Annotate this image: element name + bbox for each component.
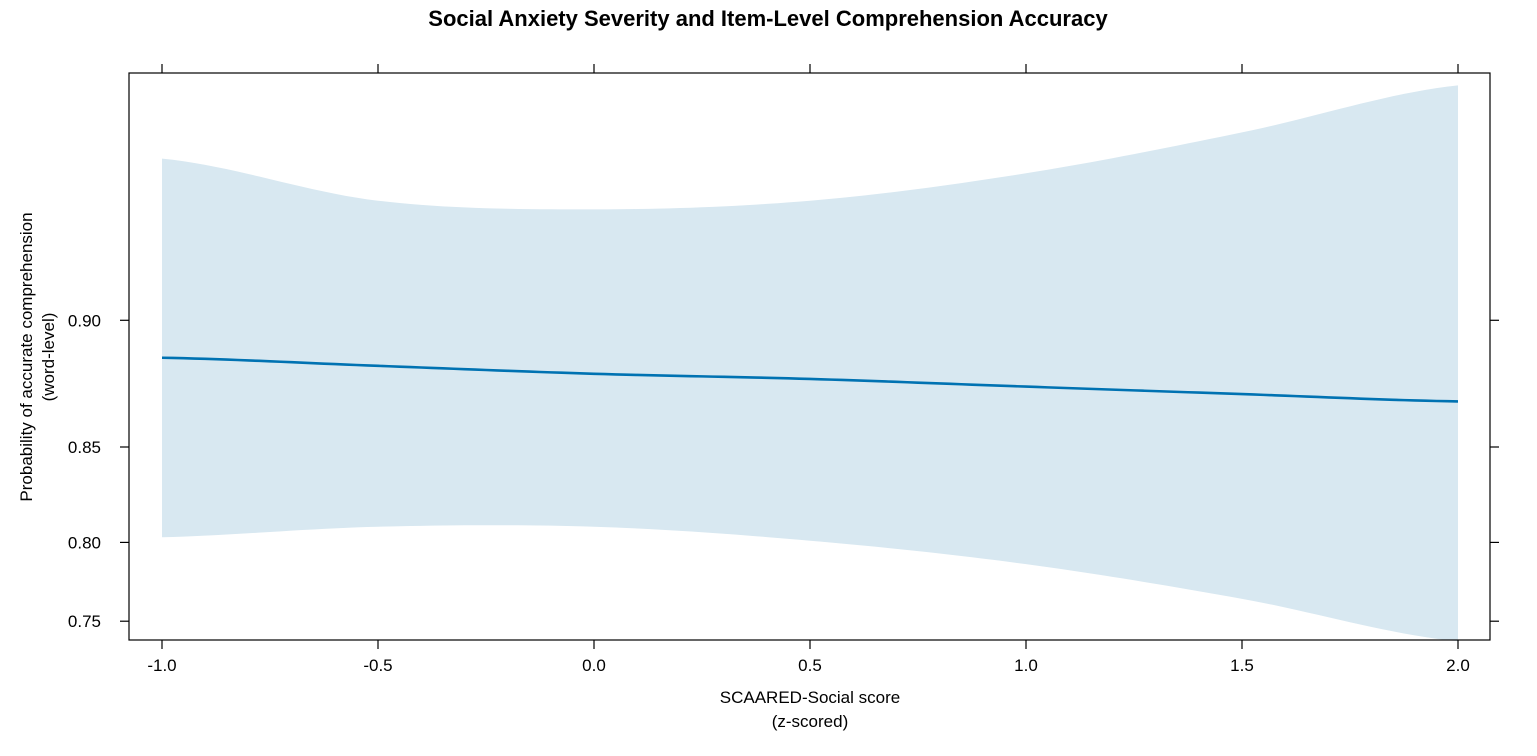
plot-area [161, 85, 1459, 642]
x-axis-label: SCAARED-Social score [720, 688, 900, 707]
y-axis-label: Probability of accurate comprehension [17, 212, 36, 501]
fit-line [161, 356, 1459, 403]
x-tick-label: -0.5 [363, 656, 392, 675]
y-tick-label: 0.90 [68, 311, 101, 330]
x-tick-label: -1.0 [147, 656, 176, 675]
x-tick-label: 1.5 [1230, 656, 1254, 675]
y-tick-label: 0.75 [68, 612, 101, 631]
x-axis: -1.0 -0.5 0.0 0.5 1.0 1.5 2.0 [147, 64, 1470, 675]
x-tick-label: 2.0 [1446, 656, 1470, 675]
y-axis: 0.75 0.80 0.85 0.90 [68, 311, 1499, 631]
confidence-band [162, 85, 1458, 642]
x-tick-label: 0.0 [582, 656, 606, 675]
y-axis-label-sub: (word-level) [39, 313, 58, 402]
x-axis-label-sub: (z-scored) [772, 712, 849, 731]
y-tick-label: 0.80 [68, 533, 101, 552]
chart-title: Social Anxiety Severity and Item-Level C… [428, 6, 1108, 31]
y-tick-label: 0.85 [68, 438, 101, 457]
x-tick-label: 0.5 [798, 656, 822, 675]
x-tick-label: 1.0 [1014, 656, 1038, 675]
